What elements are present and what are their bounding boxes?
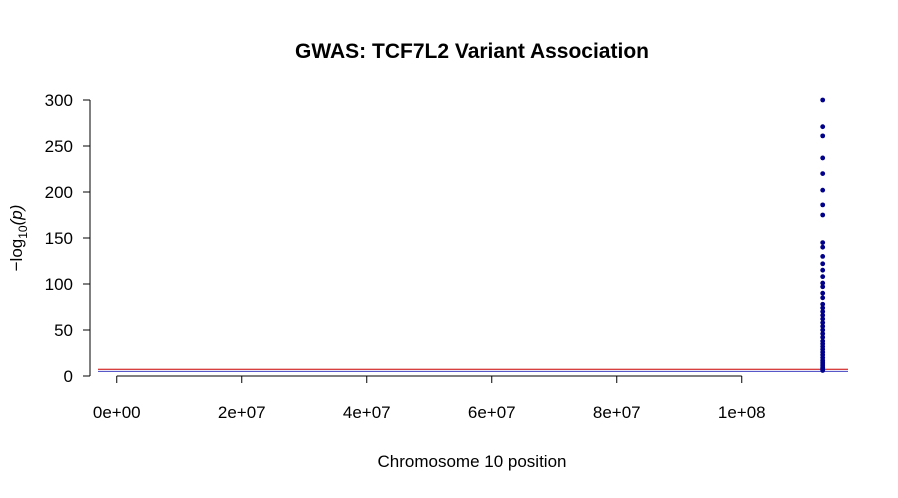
data-point (820, 274, 826, 280)
y-tick-label: 300 (45, 91, 73, 110)
data-point (820, 202, 826, 208)
data-point (820, 295, 826, 301)
data-point (820, 368, 826, 373)
y-tick-label: 0 (64, 367, 73, 386)
y-axis-label-suffix: (p) (7, 205, 26, 226)
data-point (820, 316, 826, 322)
data-point (820, 320, 826, 326)
data-point (820, 155, 826, 161)
data-point (820, 334, 826, 340)
data-point (820, 280, 826, 286)
y-axis: 0 50 100 150 200 250 300 (45, 91, 91, 386)
y-tick-label: 200 (45, 183, 73, 202)
data-point (820, 327, 826, 333)
x-tick-label: 8e+07 (593, 403, 641, 422)
chart-title: GWAS: TCF7L2 Variant Association (295, 40, 649, 63)
data-point (820, 301, 826, 307)
data-point (820, 267, 826, 273)
data-point (820, 124, 826, 130)
y-axis-label: −log10(p) (7, 205, 30, 272)
data-point (820, 290, 826, 296)
data-point (820, 284, 826, 290)
data-point (820, 171, 826, 177)
data-point (820, 254, 826, 259)
y-axis-label-prefix: −log (7, 239, 26, 272)
y-axis-label-subscript: 10 (16, 225, 30, 239)
x-tick-label: 0e+00 (93, 403, 141, 422)
data-point (820, 312, 826, 318)
y-tick-label: 100 (45, 275, 73, 294)
data-point (820, 331, 826, 337)
data-points (820, 97, 826, 373)
data-point (820, 133, 826, 139)
x-tick-label: 4e+07 (343, 403, 391, 422)
data-point (820, 261, 826, 267)
significance-lines (98, 368, 848, 372)
x-tick-label: 2e+07 (218, 403, 266, 422)
x-tick-label: 6e+07 (468, 403, 516, 422)
y-tick-label: 150 (45, 229, 73, 248)
data-point (820, 309, 826, 314)
data-point (820, 323, 826, 329)
x-axis-label: Chromosome 10 position (378, 452, 567, 471)
y-tick-label: 250 (45, 137, 73, 156)
data-point (820, 240, 826, 246)
data-point (820, 187, 826, 193)
data-point (820, 305, 826, 311)
data-point (820, 212, 826, 218)
x-axis: 0e+00 2e+07 4e+07 6e+07 8e+07 1e+08 (93, 375, 766, 422)
data-point (820, 97, 826, 103)
data-point (820, 244, 826, 250)
x-tick-label: 1e+08 (718, 403, 766, 422)
y-tick-label: 50 (54, 321, 73, 340)
